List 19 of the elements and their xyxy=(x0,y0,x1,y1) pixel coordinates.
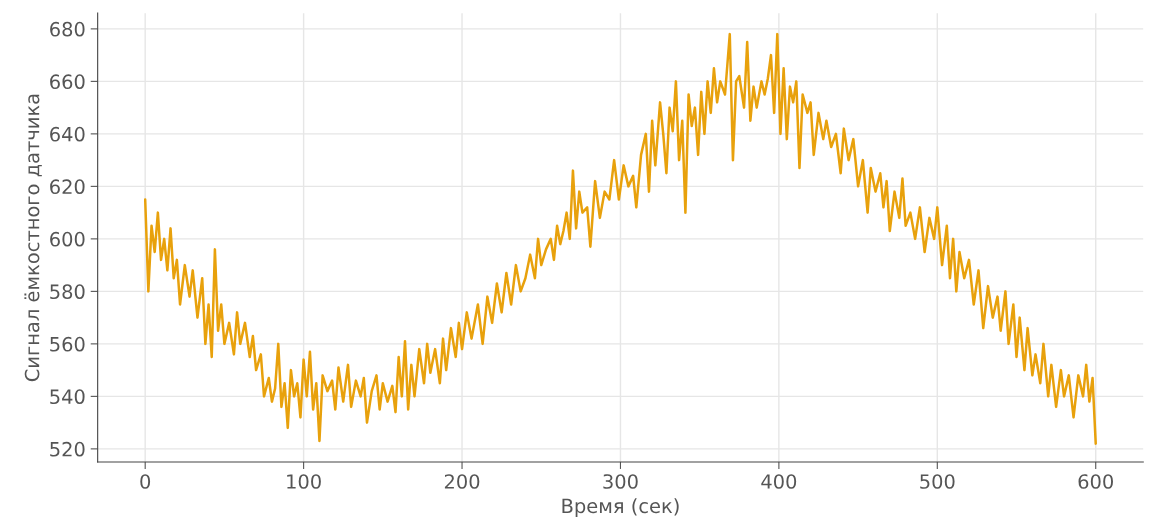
y-tick-label: 660 xyxy=(50,74,85,90)
x-tick-label: 500 xyxy=(920,474,955,489)
y-tick-label: 680 xyxy=(50,21,85,37)
y-tick-label: 580 xyxy=(50,284,85,300)
y-tick-label: 520 xyxy=(50,441,85,457)
x-axis-title: Время (сек) xyxy=(562,498,679,517)
x-tick-label: 400 xyxy=(761,474,797,489)
y-tick-label: 560 xyxy=(50,336,85,352)
x-tick-label: 100 xyxy=(287,474,321,489)
line-series xyxy=(143,32,1097,445)
y-tick-label: 620 xyxy=(50,179,85,195)
x-tick-label: 300 xyxy=(603,474,638,489)
x-tick-label: 200 xyxy=(444,474,480,489)
y-tick-label: 600 xyxy=(50,231,85,247)
y-tick-label: 540 xyxy=(50,389,85,405)
y-axis-title: Сигнал ёмкостного датчика xyxy=(24,94,42,382)
x-tick-label: 600 xyxy=(1078,474,1113,489)
y-tick-label: 640 xyxy=(50,126,85,142)
x-tick-label: 0 xyxy=(140,474,151,489)
